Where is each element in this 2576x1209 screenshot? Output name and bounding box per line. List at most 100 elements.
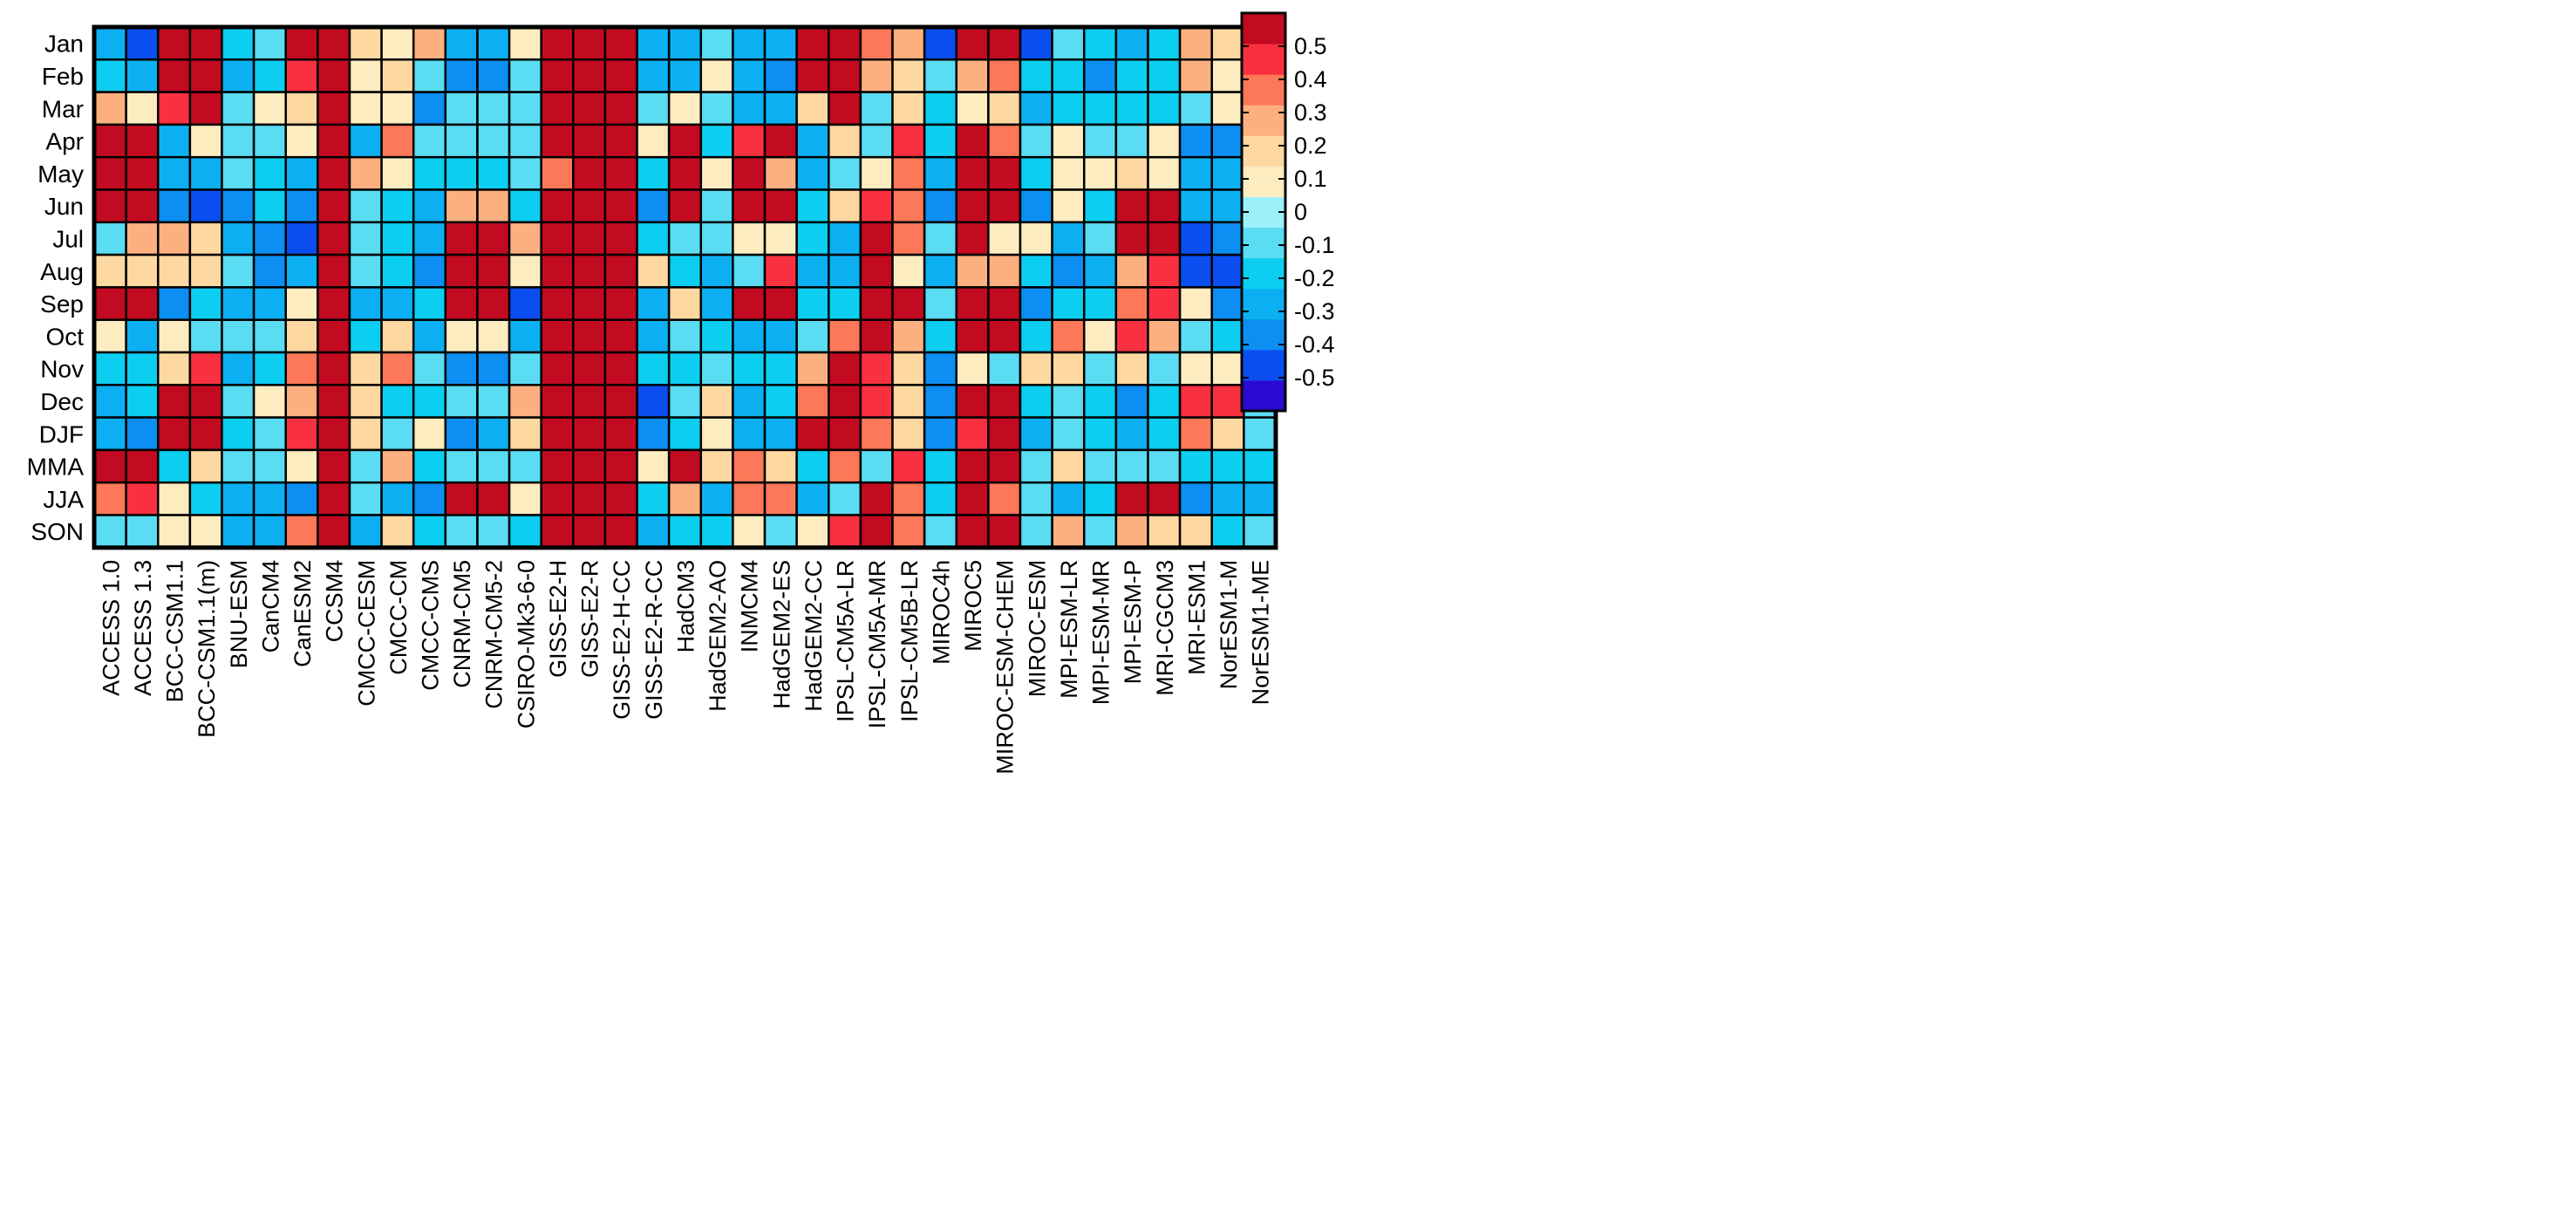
heatmap-cell (1051, 514, 1086, 550)
heatmap-cell (1019, 25, 1053, 61)
heatmap-cell (1114, 58, 1149, 93)
colorbar-tick-label: -0.4 (1294, 331, 1335, 358)
row-label: MMA (27, 454, 85, 481)
heatmap-cell (795, 481, 830, 516)
heatmap-cell (221, 286, 256, 321)
heatmap-cell (252, 58, 287, 93)
column-labels: ACCESS 1.0 ACCESS 1.3 BCC-CSM1.1 BCC-CSM1.1… (98, 560, 1273, 775)
heatmap-cell (667, 91, 703, 126)
heatmap-cell (636, 188, 671, 224)
heatmap-cell (317, 25, 351, 61)
heatmap-cell (891, 253, 926, 289)
heatmap-cell (636, 286, 671, 321)
heatmap-cell (987, 58, 1022, 93)
heatmap-cell (763, 58, 798, 93)
heatmap-cell (284, 318, 319, 354)
heatmap-cell (859, 318, 894, 354)
heatmap-cell (636, 58, 671, 93)
heatmap-cell (667, 351, 703, 386)
heatmap-cell (317, 481, 351, 516)
heatmap-cell (125, 351, 160, 386)
heatmap-cell (1019, 448, 1053, 484)
heatmap-cell (156, 253, 192, 289)
heatmap-cell (603, 448, 638, 484)
heatmap-cell (603, 253, 638, 289)
heatmap-cell (508, 155, 542, 191)
heatmap-cell (987, 221, 1022, 256)
heatmap-cell (252, 25, 287, 61)
heatmap-cell (1051, 221, 1086, 256)
heatmap-cell (603, 91, 638, 126)
heatmap-cell (923, 188, 957, 224)
heatmap-cell (252, 188, 287, 224)
heatmap-cell (221, 91, 256, 126)
heatmap-cell (188, 514, 223, 550)
heatmap-cell (603, 481, 638, 516)
heatmap-cell (795, 188, 830, 224)
heatmap-cell (317, 351, 351, 386)
heatmap-cell (699, 286, 734, 321)
heatmap-cell (540, 58, 575, 93)
heatmap-cell (1210, 221, 1245, 256)
column-label: ACCESS 1.3 (130, 560, 156, 696)
heatmap-cell (125, 25, 160, 61)
heatmap-cell (732, 416, 767, 452)
heatmap-cell (540, 188, 575, 224)
heatmap-cell (444, 448, 479, 484)
heatmap-cell (636, 91, 671, 126)
heatmap-cell (667, 318, 703, 354)
heatmap-cell (636, 351, 671, 386)
heatmap-cell (828, 416, 862, 452)
heatmap-cell (508, 481, 542, 516)
heatmap-cell (1147, 25, 1182, 61)
heatmap-cell (603, 384, 638, 419)
heatmap-cell (540, 481, 575, 516)
heatmap-cell (1019, 481, 1053, 516)
heatmap-cell (444, 481, 479, 516)
colorbar-segment (1242, 105, 1285, 136)
heatmap-cell (699, 58, 734, 93)
column-label: GISS-E2-H-CC (609, 560, 635, 720)
column-label: CMCC-CESM (353, 560, 379, 707)
heatmap-cell (444, 318, 479, 354)
heatmap-cell (732, 384, 767, 419)
heatmap-cell (987, 514, 1022, 550)
heatmap-cell (317, 318, 351, 354)
heatmap-cell (795, 155, 830, 191)
heatmap-cell (125, 155, 160, 191)
heatmap-cell (508, 58, 542, 93)
heatmap-cell (603, 25, 638, 61)
heatmap-cell (125, 253, 160, 289)
heatmap-cell (221, 25, 256, 61)
heatmap-cell (763, 384, 798, 419)
heatmap-cell (92, 155, 127, 191)
heatmap-cell (380, 155, 415, 191)
heatmap-cell (891, 318, 926, 354)
heatmap-cell (828, 58, 862, 93)
heatmap-cell (1082, 123, 1118, 159)
heatmap-cell (380, 253, 415, 289)
heatmap-cell (1147, 416, 1182, 452)
heatmap-cell (221, 481, 256, 516)
heatmap-cell (1210, 318, 1245, 354)
heatmap-cell (572, 58, 607, 93)
heatmap-cell (1178, 91, 1213, 126)
row-label: Aug (40, 258, 84, 285)
heatmap-cell (92, 25, 127, 61)
heatmap-cell (188, 155, 223, 191)
heatmap-cell (636, 318, 671, 354)
heatmap-cell (92, 384, 127, 419)
heatmap-cell (221, 221, 256, 256)
heatmap-cell (188, 91, 223, 126)
heatmap-cell (348, 91, 383, 126)
heatmap-cell (1210, 481, 1245, 516)
heatmap-cell (221, 123, 256, 159)
heatmap-cell (317, 188, 351, 224)
heatmap-cell (444, 58, 479, 93)
heatmap-cell (987, 318, 1022, 354)
heatmap-cell (156, 123, 192, 159)
heatmap-cell (1082, 514, 1118, 550)
heatmap-cell (923, 351, 957, 386)
heatmap-cell (923, 481, 957, 516)
heatmap-cell (508, 91, 542, 126)
